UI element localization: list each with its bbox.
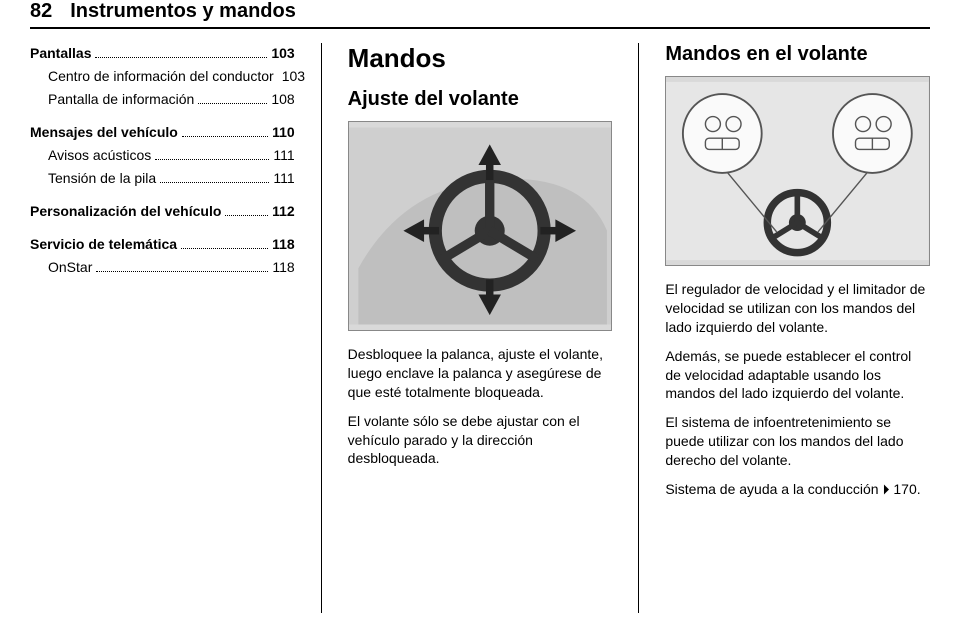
toc-page: 108 bbox=[271, 89, 294, 110]
toc-page: 110 bbox=[272, 122, 295, 143]
toc-page: 103 bbox=[282, 66, 305, 87]
para-adjust-2: El volante sólo se debe ajustar con el v… bbox=[348, 412, 613, 469]
toc-group: Mensajes del vehículo110Avisos acústicos… bbox=[30, 122, 295, 191]
toc-dots bbox=[95, 57, 267, 58]
toc-dots bbox=[182, 136, 268, 137]
toc-item: Tensión de la pila 111 bbox=[30, 168, 295, 189]
ref-page: 170 bbox=[893, 481, 916, 497]
toc-page: 103 bbox=[271, 43, 294, 64]
toc-page: 111 bbox=[273, 168, 294, 189]
column-separator bbox=[638, 43, 639, 613]
toc-label: Personalización del vehículo bbox=[30, 201, 221, 222]
col-mandos-volante: Mandos en el volante bbox=[665, 43, 930, 613]
figure-steering-adjust bbox=[348, 121, 613, 331]
heading-mandos-volante: Mandos en el volante bbox=[665, 43, 930, 66]
page-header-title: Instrumentos y mandos bbox=[70, 0, 296, 23]
toc-item: Pantallas 103 bbox=[30, 43, 295, 64]
toc-item: Servicio de telemática 118 bbox=[30, 234, 295, 255]
toc-group: Pantallas 103Centro de información del co… bbox=[30, 43, 295, 112]
steering-adjust-illustration bbox=[349, 121, 612, 331]
toc-dots bbox=[198, 103, 267, 104]
col-mandos: Mandos Ajuste del volante bbox=[348, 43, 613, 613]
para-wheel-4-prefix: Sistema de ayuda a la conducción bbox=[665, 481, 882, 497]
subheading-ajuste-volante: Ajuste del volante bbox=[348, 88, 613, 111]
toc-dots bbox=[155, 159, 269, 160]
toc-item: Personalización del vehículo 112 bbox=[30, 201, 295, 222]
toc-page: 111 bbox=[273, 145, 294, 166]
ref-glyph-icon: ⏵ bbox=[882, 481, 889, 497]
toc-group: Servicio de telemática 118 OnStar 118 bbox=[30, 234, 295, 280]
para-wheel-3: El sistema de infoentretenimiento se pue… bbox=[665, 413, 930, 470]
toc-item: Avisos acústicos 111 bbox=[30, 145, 295, 166]
para-wheel-2: Además, se puede establecer el control d… bbox=[665, 347, 930, 404]
columns: Pantallas103Centro de información del co… bbox=[30, 43, 930, 613]
toc-page: 118 bbox=[272, 257, 294, 278]
toc-label: Tensión de la pila bbox=[48, 168, 156, 189]
toc-dots bbox=[225, 215, 268, 216]
para-wheel-4: Sistema de ayuda a la conducción ⏵ 170. bbox=[665, 480, 930, 499]
page: 82 Instrumentos y mandos Pantallas103Cen… bbox=[0, 0, 960, 642]
toc-label: Pantallas bbox=[30, 43, 91, 64]
col-toc: Pantallas 103Centro de información del co… bbox=[30, 43, 295, 613]
toc-page: 118 bbox=[272, 234, 295, 255]
toc-dots bbox=[96, 271, 268, 272]
figure-wheel-controls bbox=[665, 76, 930, 266]
toc-label: Mensajes del vehículo bbox=[30, 122, 178, 143]
para-adjust-1: Desbloquee la palanca, ajuste el volante… bbox=[348, 345, 613, 402]
para-wheel-1: El regulador de velocidad y el limitador… bbox=[665, 280, 930, 337]
page-header: 82 Instrumentos y mandos bbox=[30, 0, 930, 29]
toc-label: Avisos acústicos bbox=[48, 145, 151, 166]
toc-label: Centro de información del conductor bbox=[48, 66, 274, 87]
column-separator bbox=[321, 43, 322, 613]
heading-mandos: Mandos bbox=[348, 43, 613, 74]
toc-item: Mensajes del vehículo 110 bbox=[30, 122, 295, 143]
para-wheel-4-suffix: . bbox=[917, 481, 921, 497]
toc-page: 112 bbox=[272, 201, 295, 222]
toc-item: Centro de información del conductor103 bbox=[30, 66, 295, 87]
toc-group: Personalización del vehículo 112 bbox=[30, 201, 295, 224]
toc-item: Pantalla de información 108 bbox=[30, 89, 295, 110]
toc-label: Pantalla de información bbox=[48, 89, 194, 110]
toc-label: OnStar bbox=[48, 257, 92, 278]
toc-label: Servicio de telemática bbox=[30, 234, 177, 255]
wheel-controls-illustration bbox=[666, 76, 929, 266]
toc-item: OnStar 118 bbox=[30, 257, 295, 278]
toc-dots bbox=[181, 248, 268, 249]
page-number: 82 bbox=[30, 0, 52, 23]
toc-dots bbox=[160, 182, 269, 183]
